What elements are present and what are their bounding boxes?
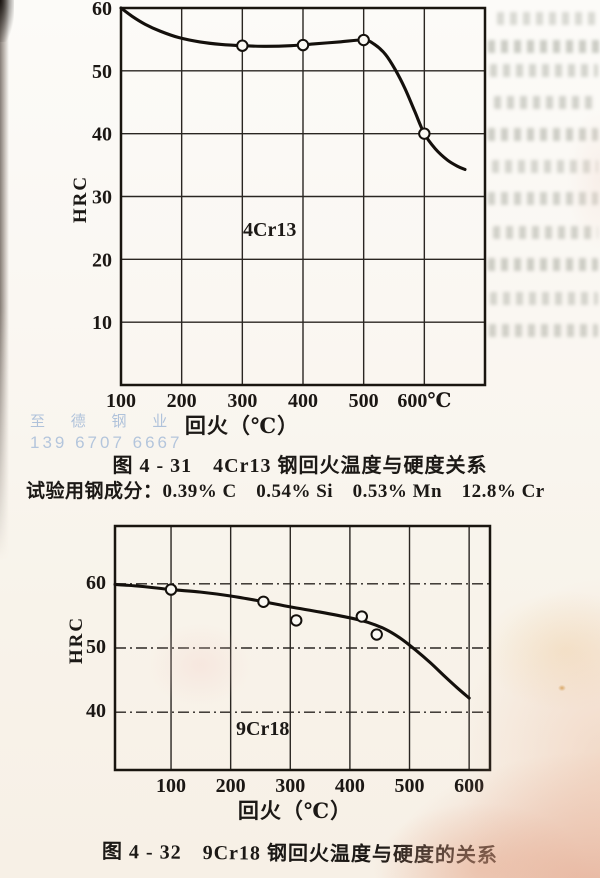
bleedthrough-mark <box>490 292 598 305</box>
x-tick-label: 500 <box>395 775 425 797</box>
y-tick-label: 40 <box>92 124 112 146</box>
bleedthrough-mark <box>492 160 598 173</box>
data-point <box>296 38 310 52</box>
y-tick-label: 50 <box>92 61 112 83</box>
data-point <box>357 33 370 47</box>
y-tick-label: 30 <box>92 187 112 209</box>
steel-grade-label-9cr18: 9Cr18 <box>236 718 290 740</box>
y-tick-label: 20 <box>92 249 112 271</box>
watermark: 至 德 钢 业 139 6707 6667 <box>30 410 182 453</box>
x-tick-label: 600 <box>454 775 484 797</box>
data-point <box>418 127 431 140</box>
figure-4-31-plot: 100 200 300 400 500 600℃ 60 50 40 30 20 10 <box>92 0 487 412</box>
x-tick-label: 100 <box>106 390 136 412</box>
hardness-curve <box>119 6 467 172</box>
bleedthrough-mark <box>489 324 598 337</box>
x-tick-label: 400 <box>288 390 318 412</box>
y-tick-label: 60 <box>86 572 106 594</box>
x-tick-label: 200 <box>216 775 246 797</box>
steel-composition-note: 试验用钢成分：0.39% C 0.54% Si 0.53% Mn 12.8% C… <box>26 481 545 502</box>
x-tick-label: 300 <box>275 775 305 797</box>
x-tick-label: 500 <box>349 390 379 412</box>
x-tick-label: 300 <box>227 390 257 412</box>
y-tick-label: 10 <box>92 312 112 334</box>
data-point <box>370 628 383 641</box>
bleedthrough-mark <box>497 12 597 25</box>
data-point <box>164 583 178 596</box>
data-point <box>355 610 369 623</box>
watermark-phone: 139 6707 6667 <box>30 433 183 452</box>
x-tick-label: 200 <box>167 390 197 412</box>
x-axis-title-bottom-chart: 回火（℃） <box>237 799 353 823</box>
y-axis-title-top-chart: HRC <box>70 174 91 224</box>
data-point <box>236 39 249 52</box>
steel-grade-label-4cr13: 4Cr13 <box>243 219 297 241</box>
bleedthrough-mark <box>493 226 598 239</box>
watermark-company: 至 德 钢 业 <box>30 414 179 430</box>
bleedthrough-mark <box>490 64 598 77</box>
data-point <box>290 614 303 627</box>
x-tick-label: 100 <box>156 775 186 797</box>
bleedthrough-mark <box>488 258 598 271</box>
bleedthrough-mark <box>488 192 598 205</box>
bleedthrough-mark <box>494 96 598 109</box>
y-axis-title-bottom-chart: HRC <box>66 615 87 665</box>
data-point <box>257 595 270 608</box>
binding-corner-shadow <box>0 0 14 42</box>
y-tick-label: 40 <box>86 700 106 722</box>
figure-4-31-caption: 图 4 - 31 4Cr13 钢回火温度与硬度关系 <box>112 455 488 477</box>
figure-4-32-plot: 100 200 300 400 500 600 60 50 40 <box>86 524 492 797</box>
hardness-curve <box>113 582 471 700</box>
x-tick-label: 600℃ <box>397 390 451 412</box>
binding-edge-shadow <box>0 0 9 560</box>
x-tick-label: 400 <box>335 775 365 797</box>
bleedthrough-mark <box>488 128 598 141</box>
y-tick-label: 50 <box>86 636 106 658</box>
bleedthrough-mark <box>488 40 600 53</box>
y-tick-label: 60 <box>92 0 112 20</box>
